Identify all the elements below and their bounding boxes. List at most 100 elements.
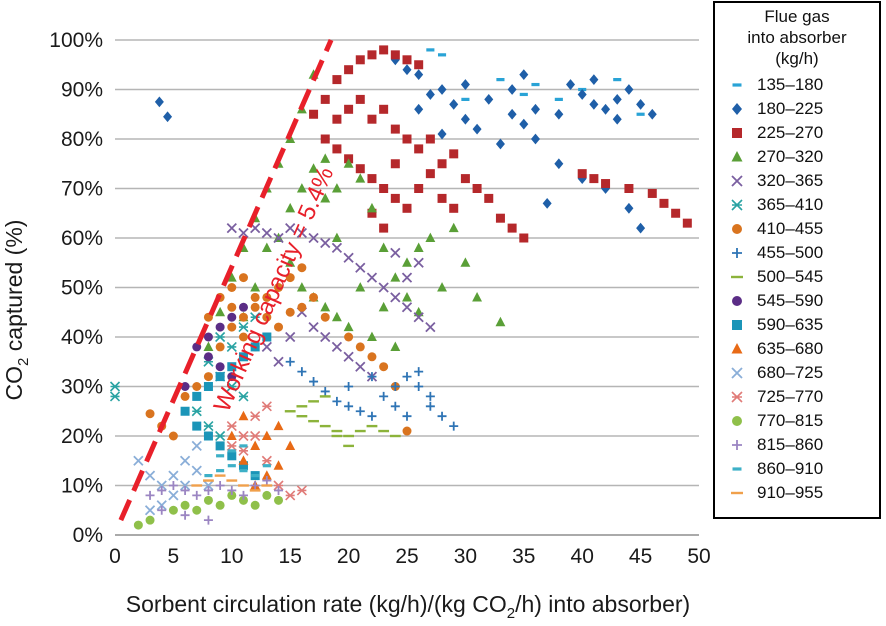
- gridlines: [115, 39, 699, 536]
- data-point: [449, 203, 459, 213]
- data-point: [367, 114, 377, 124]
- data-point: [226, 479, 238, 482]
- data-point: [390, 124, 400, 134]
- data-point: [414, 144, 424, 154]
- data-point: [320, 94, 330, 104]
- legend-marker-icon: [725, 483, 749, 503]
- data-point: [262, 464, 271, 468]
- data-point: [425, 232, 436, 243]
- data-point: [215, 441, 225, 451]
- data-point: [589, 98, 599, 110]
- y-tick-label: 0%: [73, 524, 103, 547]
- data-point: [144, 505, 156, 516]
- data-point: [343, 321, 354, 332]
- data-point: [227, 372, 237, 382]
- data-point: [238, 391, 249, 402]
- data-point: [390, 159, 400, 169]
- data-point: [343, 252, 354, 263]
- legend-label: 365–410: [757, 195, 824, 214]
- data-point: [238, 273, 248, 283]
- data-point: [437, 53, 447, 57]
- x-tick-labels: 0 5 10 15 20 25 30 35 40 45 50: [109, 545, 711, 568]
- data-point: [731, 367, 743, 379]
- data-point: [145, 490, 155, 500]
- data-point: [180, 485, 190, 495]
- data-point: [566, 79, 576, 90]
- legend-label: 135–180: [757, 75, 824, 94]
- legend-item: 860–910: [715, 457, 879, 481]
- data-point: [332, 396, 342, 406]
- data-point: [284, 410, 296, 413]
- data-point: [390, 193, 400, 203]
- data-point: [331, 341, 343, 353]
- data-point: [367, 202, 377, 213]
- data-point: [319, 395, 331, 398]
- data-point: [344, 104, 354, 114]
- x-axis-title: Sorbent circulation rate (kg/h)/(kg CO2/…: [126, 591, 690, 622]
- data-point: [296, 183, 307, 193]
- data-point: [732, 103, 742, 115]
- x-tick-label: 25: [395, 545, 418, 568]
- data-point: [366, 424, 378, 428]
- legend-label: 815–860: [757, 435, 824, 454]
- legend-item: 545–590: [715, 289, 879, 313]
- y-tick-label: 70%: [61, 178, 103, 201]
- data-point: [367, 352, 377, 362]
- data-point: [203, 421, 214, 432]
- data-point: [145, 409, 155, 419]
- data-point: [519, 233, 529, 243]
- data-point: [296, 282, 307, 292]
- data-point: [331, 232, 342, 243]
- data-point: [296, 405, 308, 408]
- x-tick-label: 45: [629, 545, 652, 568]
- data-point: [367, 174, 377, 184]
- data-point: [226, 440, 237, 451]
- data-point: [390, 382, 400, 391]
- working-capacity-line: [118, 38, 334, 522]
- legend-item: 725–770: [715, 385, 879, 409]
- data-point: [320, 331, 331, 343]
- data-point: [461, 97, 470, 101]
- legend-marker-icon: [725, 195, 749, 215]
- data-point: [250, 302, 260, 312]
- x-tick-label: 40: [571, 545, 594, 568]
- data-point: [168, 431, 178, 441]
- data-point: [238, 312, 248, 322]
- legend-title-line: into absorber: [747, 28, 847, 47]
- y-tick-label: 20%: [61, 425, 103, 448]
- data-point: [355, 55, 365, 65]
- data-point: [426, 48, 435, 52]
- data-point: [389, 434, 401, 438]
- data-point: [367, 208, 377, 218]
- data-point: [168, 490, 179, 501]
- data-point: [379, 104, 389, 114]
- data-point: [308, 163, 319, 173]
- data-point: [226, 421, 237, 432]
- data-point: [215, 430, 226, 442]
- data-point: [732, 416, 742, 426]
- data-point: [343, 434, 354, 438]
- data-point: [402, 426, 412, 436]
- data-point: [215, 342, 225, 352]
- data-point: [156, 500, 167, 511]
- data-point: [203, 495, 213, 505]
- data-point: [612, 113, 622, 125]
- legend-item: 500–545: [715, 265, 879, 289]
- data-point: [203, 515, 213, 525]
- data-point: [273, 420, 284, 431]
- data-point: [484, 193, 494, 203]
- data-point: [262, 490, 272, 500]
- data-point: [402, 55, 412, 65]
- data-point: [402, 411, 412, 421]
- data-point: [414, 60, 424, 70]
- data-point: [308, 232, 319, 244]
- data-point: [460, 257, 471, 267]
- data-point: [250, 292, 260, 302]
- data-point: [226, 381, 237, 392]
- data-point: [355, 361, 366, 372]
- data-point: [262, 312, 272, 322]
- data-point: [344, 382, 354, 391]
- data-point: [249, 489, 261, 492]
- data-point: [320, 301, 331, 312]
- data-point: [154, 96, 164, 108]
